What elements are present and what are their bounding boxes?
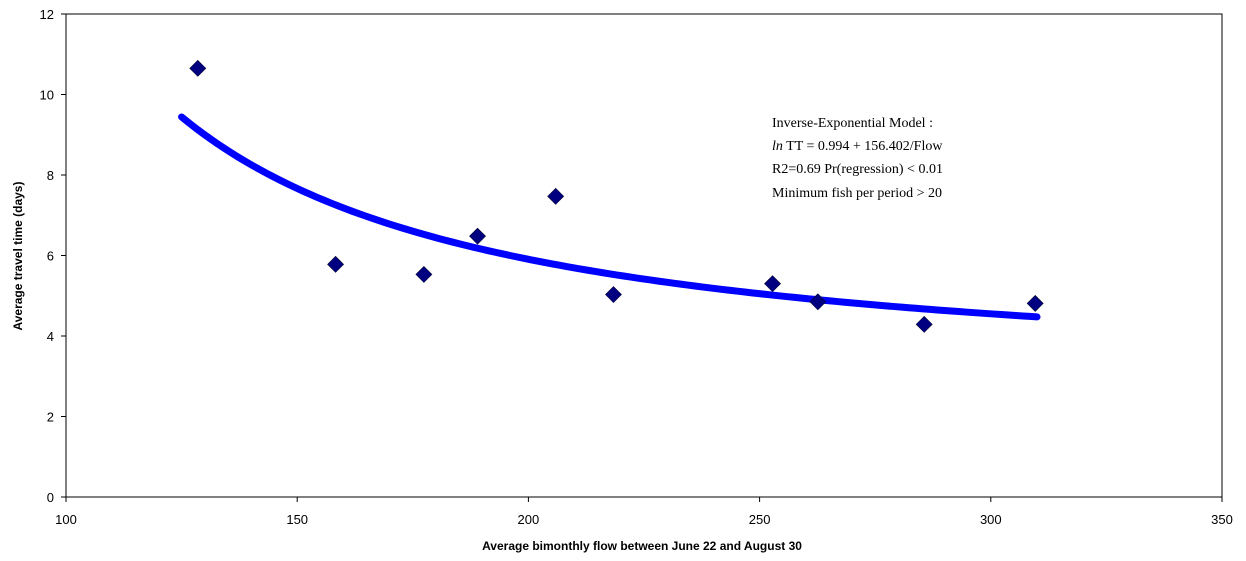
x-tick-label: 250 [749,512,771,527]
data-point [469,227,486,245]
x-tick-label: 350 [1211,512,1233,527]
x-tick-label: 200 [518,512,540,527]
y-tick-label: 10 [40,88,54,103]
annotation-line-2: ln TT = 0.994 + 156.402/Flow [772,139,943,154]
data-point [547,187,565,205]
data-point [915,315,933,333]
fit-curve [178,113,1041,321]
data-point [605,286,622,303]
y-tick-label: 12 [40,7,54,22]
data-point [764,275,781,293]
fit-curve-layer [178,113,1041,321]
model-annotation: Inverse-Exponential Model : ln TT = 0.99… [772,116,943,201]
x-tick-label: 150 [286,512,308,527]
data-point [1026,294,1044,312]
annotation-line-4: Minimum fish per period > 20 [772,186,942,201]
x-axis-ticks: 100 150 200 250 300 350 [55,497,1233,527]
data-point [189,59,207,77]
annotation-line-3: R2=0.69 Pr(regression) < 0.01 [772,162,943,177]
data-point [327,255,345,273]
x-tick-label: 300 [980,512,1002,527]
annotation-line-1: Inverse-Exponential Model : [772,116,933,131]
annotation-equation: TT = 0.994 + 156.402/Flow [783,139,943,154]
data-points-layer [189,59,1044,333]
y-tick-label: 8 [47,168,54,183]
plot-area [65,13,1223,498]
y-tick-label: 0 [47,490,54,505]
plot-border [65,13,1223,498]
y-axis-title: Average travel time (days) [11,182,25,331]
y-tick-label: 4 [47,329,54,344]
y-axis-ticks: 0 2 4 6 8 10 12 [40,7,66,505]
annotation-ln: ln [772,139,783,154]
x-tick-label: 100 [55,512,77,527]
y-tick-label: 2 [47,410,54,425]
y-tick-label: 6 [47,249,54,264]
x-axis-title: Average bimonthly flow between June 22 a… [482,539,802,553]
data-point [809,293,827,311]
data-point [415,265,433,283]
